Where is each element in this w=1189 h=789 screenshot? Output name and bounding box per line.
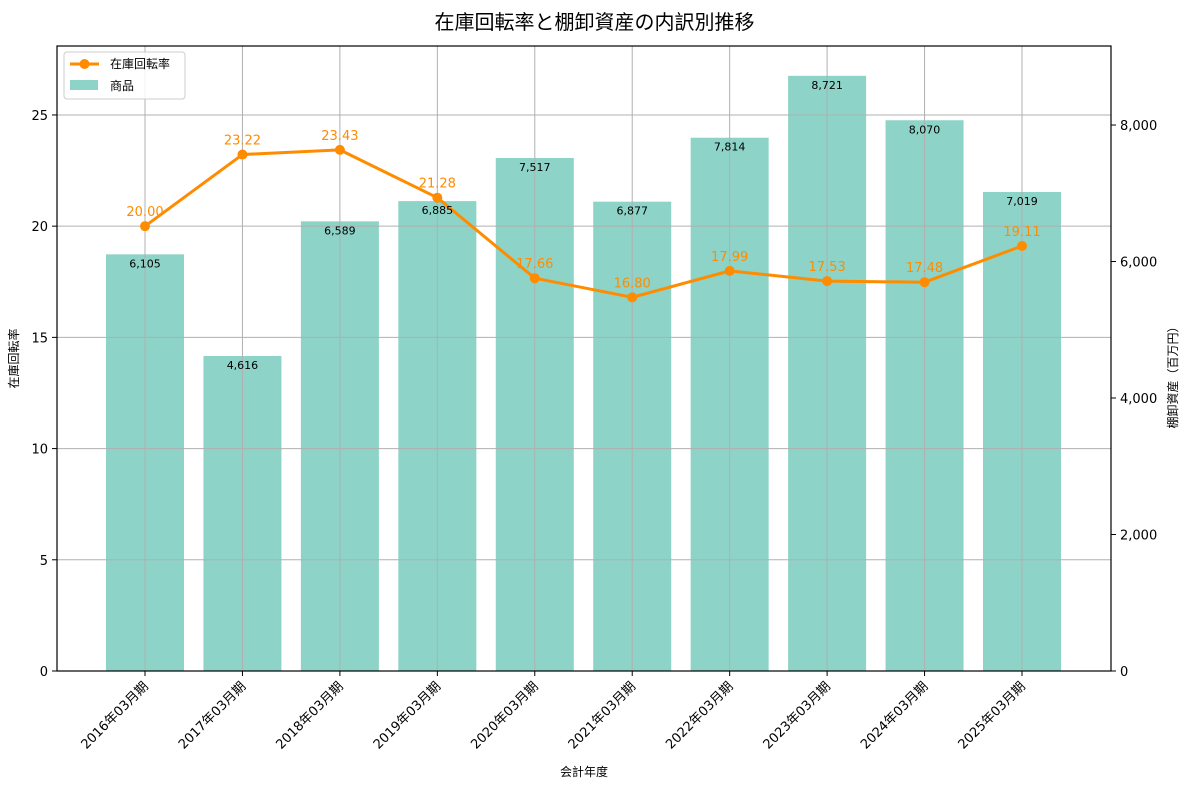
line-value-label: 20.00	[126, 205, 163, 220]
line-marker	[724, 265, 735, 276]
left-tick-label: 20	[31, 220, 48, 235]
legend-line-icon	[79, 59, 90, 69]
x-tick-label: 2021年03月期	[566, 679, 639, 752]
bar-value-label: 6,589	[324, 224, 356, 237]
line-value-label: 23.43	[321, 129, 358, 144]
bar-value-label: 8,721	[811, 79, 843, 92]
line-value-label: 17.48	[906, 261, 943, 276]
line-value-label: 23.22	[224, 134, 261, 149]
line-marker	[334, 144, 345, 155]
line-value-label: 17.53	[809, 260, 846, 275]
line-value-label: 17.66	[516, 257, 553, 272]
x-tick-label: 2024年03月期	[858, 679, 931, 752]
x-tick-label: 2016年03月期	[79, 679, 152, 752]
line-marker	[237, 149, 248, 160]
bar-value-label: 4,616	[227, 359, 259, 372]
line-series-turnover: 20.00 23.22 23.43 21.28 17.66 16.80 17.99 17.53…	[126, 129, 1041, 303]
x-tick-label: 2025年03月期	[956, 679, 1029, 752]
line-marker	[432, 192, 443, 203]
line-marker	[1017, 240, 1027, 251]
right-tick-label: 2,000	[1120, 529, 1157, 544]
x-axis-label: 会計年度	[560, 764, 608, 779]
x-tick-label: 2019年03月期	[371, 679, 444, 752]
x-tick-label: 2023年03月期	[761, 679, 834, 752]
line-marker	[919, 277, 930, 288]
legend-label-turnover: 在庫回転率	[110, 56, 170, 71]
bar-value-label: 7,517	[519, 161, 551, 174]
right-axis-label: 棚卸資産（百万円）	[1165, 320, 1180, 428]
bar-value-label: 7,814	[714, 141, 746, 154]
legend-label-goods: 商品	[110, 78, 134, 93]
right-tick-label: 0	[1120, 665, 1128, 680]
x-tick-label: 2018年03月期	[273, 679, 346, 752]
line-marker	[627, 292, 638, 303]
right-tick-label: 8,000	[1120, 119, 1157, 134]
left-tick-label: 10	[31, 443, 48, 458]
line-value-label: 17.99	[711, 250, 748, 265]
line-marker	[822, 276, 833, 287]
line-value-label: 16.80	[614, 276, 651, 291]
bar-value-label: 7,019	[1006, 195, 1038, 208]
left-tick-label: 15	[31, 331, 48, 346]
bar-value-label: 8,070	[909, 123, 941, 136]
line-marker	[529, 273, 540, 284]
right-tick-label: 6,000	[1120, 256, 1157, 271]
bar-value-label: 6,877	[616, 205, 648, 218]
line-value-label: 19.11	[1003, 225, 1040, 240]
x-tick-label: 2017年03月期	[176, 679, 249, 752]
x-tick-label: 2022年03月期	[663, 679, 736, 752]
left-tick-label: 5	[40, 554, 48, 569]
legend-bar-icon	[70, 80, 98, 90]
bar-value-label: 6,885	[422, 204, 454, 217]
chart-title: 在庫回転率と棚卸資産の内訳別推移	[434, 10, 755, 34]
bar-series-goods	[106, 75, 1061, 672]
grid-lines	[57, 46, 1111, 671]
left-tick-label: 25	[31, 109, 48, 124]
line-value-label: 21.28	[419, 177, 456, 192]
x-tick-label: 2020年03月期	[468, 679, 541, 752]
bar-value-label: 6,105	[129, 257, 161, 270]
right-tick-label: 4,000	[1120, 392, 1157, 407]
left-tick-label: 0	[40, 665, 48, 680]
left-axis-label: 在庫回転率	[6, 328, 21, 388]
line-marker	[140, 221, 150, 232]
